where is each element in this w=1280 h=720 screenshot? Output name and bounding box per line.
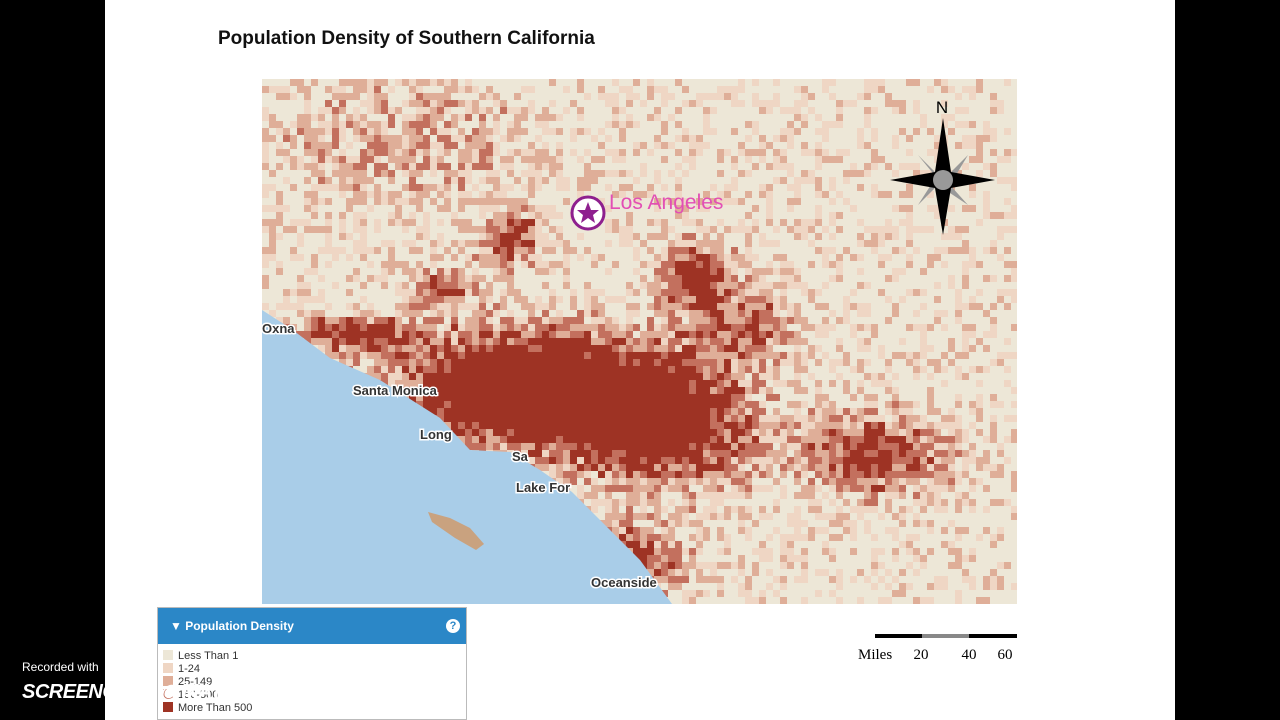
scale-label: 20 — [914, 647, 929, 663]
legend-label: 150-500 — [178, 689, 219, 701]
legend-label: Less Than 1 — [178, 650, 239, 662]
watermark-text: Recorded with — [22, 660, 99, 674]
legend-title: Population Density — [185, 619, 294, 633]
legend-header[interactable]: ▼ Population Density? — [158, 608, 466, 644]
place-label: Sa — [512, 449, 529, 464]
scale-bar: Miles 20 40 60 — [858, 634, 1017, 663]
watermark-logo: SCREENCAST ◉ MATIC — [22, 681, 242, 703]
legend-item: 150-500 — [158, 689, 466, 702]
island — [428, 512, 484, 550]
legend-item: More Than 500 — [158, 702, 466, 715]
legend-swatch — [163, 663, 173, 673]
place-label: Oceanside — [591, 575, 657, 590]
watermark-brand: SCREENCAST — [22, 681, 155, 703]
compass-label: N — [936, 98, 948, 117]
city-star — [577, 202, 599, 223]
legend-label: More Than 500 — [178, 702, 253, 714]
legend-item: 25-149 — [158, 676, 466, 689]
ocean — [262, 310, 672, 604]
page-title: Population Density of Southern Californi… — [218, 28, 595, 49]
scale-unit: Miles — [858, 647, 892, 663]
place-label: Santa Monica — [353, 383, 438, 398]
legend-items: Less Than 1 1-24 25-149 150-500 More Than 50… — [158, 644, 466, 715]
legend-swatch — [163, 650, 173, 660]
legend-swatch — [163, 689, 173, 699]
city-label: Los Angeles — [609, 191, 723, 214]
legend-label: 25-149 — [178, 676, 213, 688]
compass: N — [890, 98, 995, 235]
scale-label: 60 — [998, 647, 1013, 663]
place-label: Oxna — [262, 321, 295, 336]
place-label: Long — [420, 427, 452, 442]
help-button[interactable]: ? — [446, 619, 460, 633]
place-label: Lake For — [516, 480, 570, 495]
legend-panel: ▼ Population Density? Less Than 1 1-24 25-… — [157, 607, 467, 720]
legend-swatch — [163, 676, 173, 686]
watermark-brand: MATIC — [181, 681, 242, 703]
legend-item: 1-24 — [158, 663, 466, 676]
legend-swatch — [163, 702, 173, 712]
legend-label: 1-24 — [178, 663, 201, 675]
legend-item: Less Than 1 — [158, 650, 466, 663]
scale-label: 40 — [962, 647, 977, 663]
